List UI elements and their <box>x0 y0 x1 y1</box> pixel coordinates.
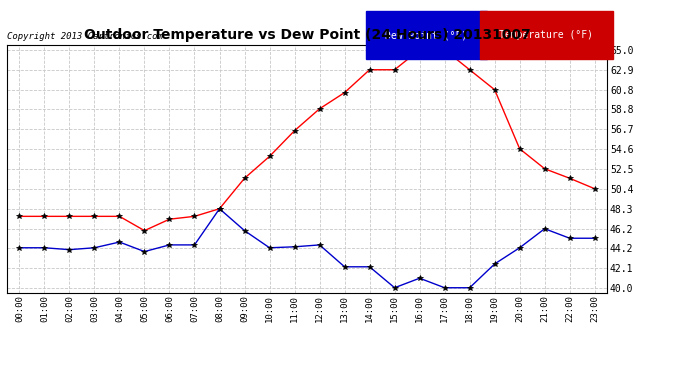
Text: Copyright 2013 Cartronics.com: Copyright 2013 Cartronics.com <box>7 32 163 41</box>
Text: Temperature (°F): Temperature (°F) <box>499 30 593 40</box>
Title: Outdoor Temperature vs Dew Point (24 Hours) 20131007: Outdoor Temperature vs Dew Point (24 Hou… <box>83 28 531 42</box>
Text: Dew Point (°F): Dew Point (°F) <box>385 30 467 40</box>
